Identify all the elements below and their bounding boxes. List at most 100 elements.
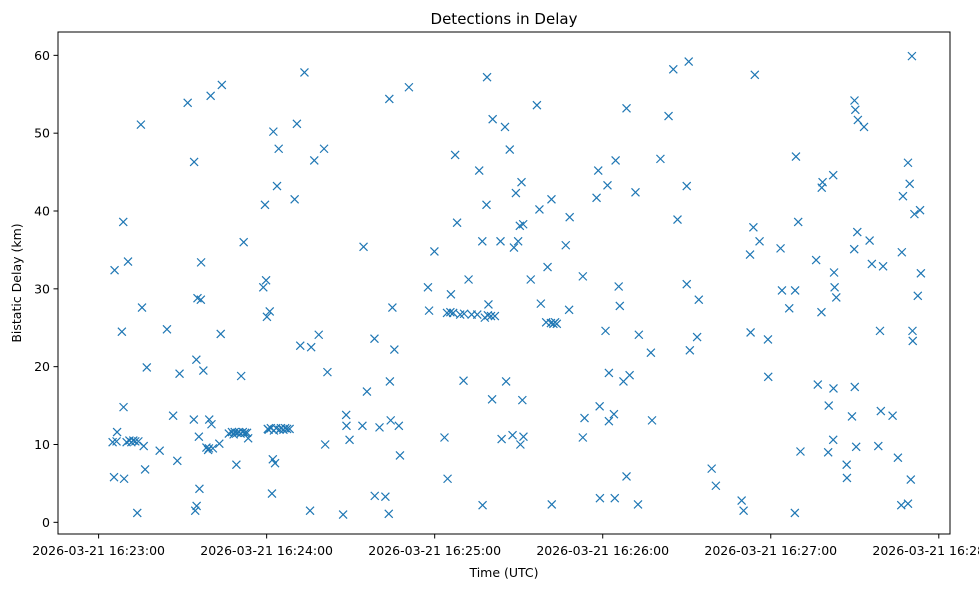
data-point	[851, 442, 861, 452]
data-point	[634, 330, 644, 340]
data-point	[631, 187, 640, 197]
y-tick-label: 30	[34, 281, 50, 296]
data-point	[424, 306, 434, 316]
data-point	[208, 443, 218, 453]
data-point	[682, 181, 692, 191]
data-point	[239, 237, 249, 247]
data-point	[625, 370, 635, 380]
data-point	[452, 218, 462, 228]
data-point	[603, 180, 612, 190]
data-point	[477, 236, 487, 246]
data-point	[268, 127, 278, 137]
data-point	[341, 410, 351, 420]
data-point	[490, 311, 500, 321]
data-point	[198, 366, 208, 375]
data-point	[109, 472, 119, 482]
x-axis-label: Time (UTC)	[468, 565, 538, 580]
data-point	[385, 377, 395, 386]
x-tick-label: 2026-03-21 16:28:00	[872, 543, 979, 558]
data-point	[483, 310, 493, 320]
data-point	[486, 311, 496, 321]
data-point	[849, 244, 859, 254]
data-point	[847, 412, 857, 421]
data-point	[578, 271, 588, 281]
data-point	[172, 456, 182, 466]
data-point	[875, 326, 885, 336]
data-point	[236, 371, 246, 381]
data-point	[214, 439, 224, 449]
data-point	[320, 440, 330, 449]
data-point	[295, 341, 305, 351]
data-point	[916, 268, 926, 278]
data-point	[867, 259, 877, 269]
data-point	[230, 427, 240, 437]
data-point	[459, 309, 469, 319]
data-point	[750, 70, 760, 80]
data-point	[136, 120, 146, 130]
data-point	[290, 194, 300, 204]
data-point	[189, 415, 199, 425]
data-point	[195, 484, 204, 494]
data-point	[459, 376, 468, 386]
data-point	[191, 355, 201, 365]
data-point	[270, 458, 280, 468]
data-point	[242, 428, 252, 438]
data-point	[482, 72, 492, 82]
data-point	[446, 289, 456, 299]
data-point	[604, 368, 614, 378]
data-point	[362, 387, 372, 396]
data-point	[292, 119, 302, 129]
data-point	[155, 446, 165, 456]
data-point	[472, 310, 482, 319]
x-tick-label: 2026-03-21 16:24:00	[200, 543, 333, 558]
data-point	[387, 303, 397, 312]
data-point	[142, 363, 152, 372]
data-point	[384, 509, 394, 519]
data-point	[592, 193, 601, 203]
data-point	[140, 464, 150, 474]
data-point	[342, 421, 351, 431]
data-point	[359, 242, 368, 252]
data-point	[267, 489, 277, 498]
data-point	[647, 415, 657, 425]
data-point	[423, 282, 433, 292]
y-tick-label: 0	[42, 515, 50, 530]
data-point	[755, 236, 764, 246]
data-point	[796, 447, 805, 456]
y-tick-label: 60	[34, 48, 50, 63]
data-point	[852, 227, 862, 237]
data-point	[601, 326, 610, 336]
data-point	[646, 348, 656, 358]
x-axis: 2026-03-21 16:23:00 2026-03-21 16:24:00 20…	[32, 534, 979, 558]
data-point	[395, 450, 405, 460]
data-point	[384, 94, 394, 104]
data-point	[482, 200, 491, 210]
data-point	[370, 491, 380, 501]
data-point	[828, 170, 838, 180]
data-point	[829, 268, 839, 277]
data-point	[404, 82, 414, 92]
data-point	[389, 345, 399, 354]
data-point	[682, 279, 692, 289]
data-point	[910, 209, 919, 219]
data-point	[633, 500, 643, 509]
x-tick-label: 2026-03-21 16:26:00	[536, 543, 669, 558]
data-point	[112, 436, 121, 446]
data-point	[737, 496, 747, 505]
data-point	[532, 100, 542, 110]
data-point	[595, 401, 605, 411]
data-point	[206, 91, 216, 101]
data-point	[547, 500, 557, 509]
data-point	[611, 155, 621, 165]
data-point	[450, 150, 460, 160]
data-point	[478, 500, 487, 510]
data-point	[842, 473, 852, 483]
data-point	[842, 460, 852, 470]
data-point	[375, 422, 384, 432]
data-point	[488, 114, 498, 124]
data-point	[464, 275, 473, 284]
data-point	[515, 440, 525, 449]
data-point	[526, 275, 536, 284]
